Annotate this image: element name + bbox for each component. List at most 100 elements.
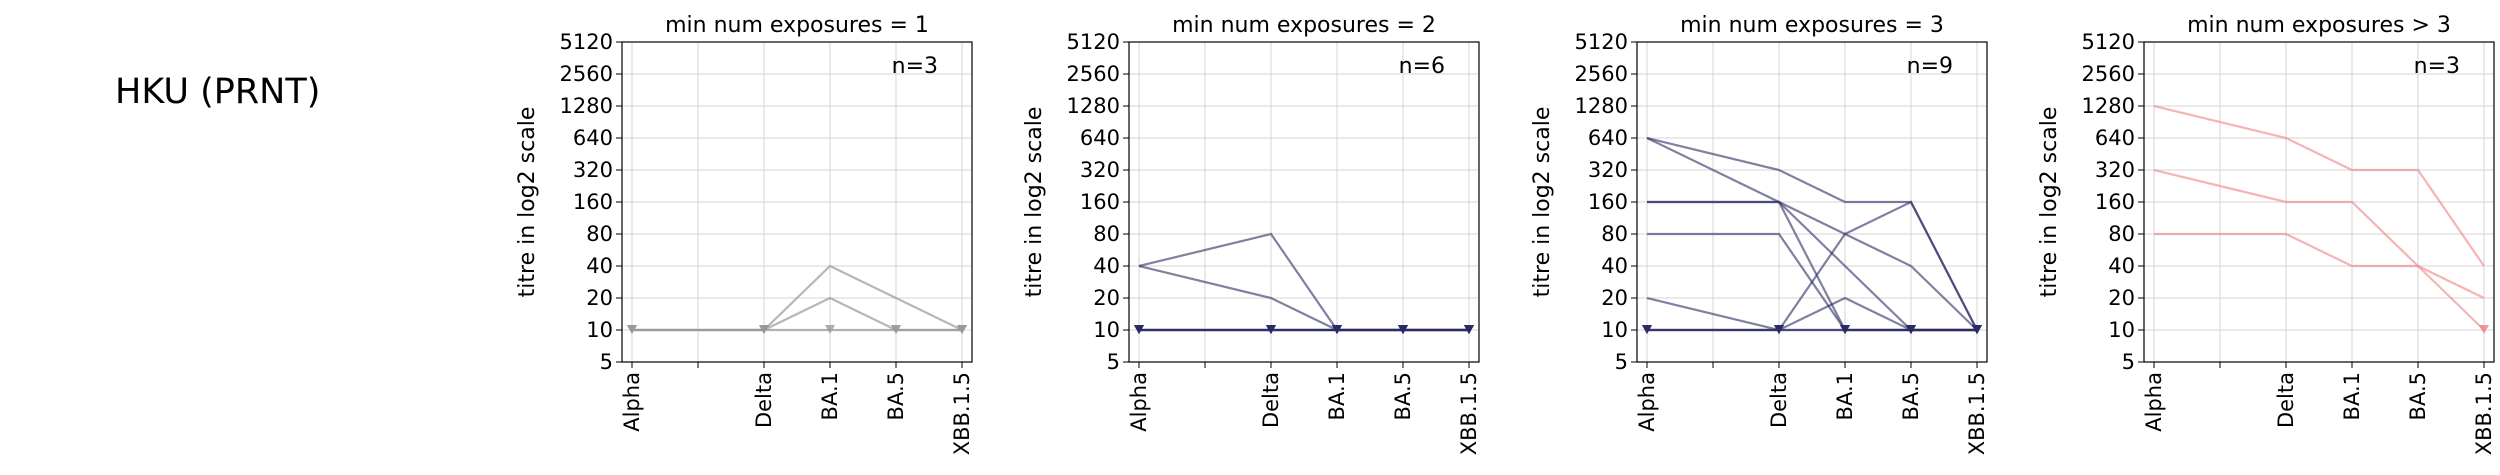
y-tick-label: 40 bbox=[1601, 254, 1628, 278]
data-point-marker bbox=[627, 325, 637, 334]
y-tick-label: 80 bbox=[1601, 222, 1628, 246]
sample-size-label: n=9 bbox=[1907, 54, 1953, 79]
y-tick-label: 2560 bbox=[560, 62, 613, 86]
y-tick-label: 40 bbox=[2108, 254, 2135, 278]
data-point-marker bbox=[1134, 325, 1144, 334]
data-point-marker bbox=[891, 325, 901, 334]
series-line-3 bbox=[2154, 232, 2485, 299]
x-tick-label: XBB.1.5 bbox=[950, 372, 974, 455]
x-tick-label: XBB.1.5 bbox=[1965, 372, 1989, 455]
x-tick-label: BA.1 bbox=[1833, 372, 1857, 420]
y-tick-label: 320 bbox=[1588, 158, 1628, 182]
y-tick-label: 2560 bbox=[1575, 62, 1628, 86]
chart-title: min num exposures = 2 bbox=[1172, 13, 1436, 38]
data-point-marker bbox=[1774, 325, 1784, 334]
y-tick-label: 10 bbox=[1093, 318, 1120, 342]
x-tick-label: Delta bbox=[1259, 372, 1283, 428]
y-tick-label: 80 bbox=[586, 222, 613, 246]
y-tick-label: 5120 bbox=[1067, 30, 1120, 54]
y-tick-label: 320 bbox=[573, 158, 613, 182]
y-tick-label: 640 bbox=[573, 126, 613, 150]
data-point-marker bbox=[825, 325, 835, 334]
series-line-1 bbox=[1138, 232, 1469, 332]
y-axis-label: titre in log2 scale bbox=[515, 107, 540, 298]
x-tick-label: Delta bbox=[2274, 372, 2298, 428]
series-line-1 bbox=[2153, 104, 2485, 267]
x-tick-label: Alpha bbox=[1127, 372, 1151, 432]
sample-size-label: n=3 bbox=[2414, 54, 2460, 79]
sample-size-label: n=6 bbox=[1399, 54, 1445, 79]
y-tick-label: 20 bbox=[2108, 286, 2135, 310]
data-point-marker bbox=[1972, 325, 1982, 334]
y-tick-label: 640 bbox=[2095, 126, 2135, 150]
data-point-marker bbox=[1266, 325, 1276, 334]
y-tick-label: 5 bbox=[600, 350, 613, 374]
data-point-marker bbox=[1464, 325, 1474, 334]
y-tick-label: 1280 bbox=[1575, 94, 1628, 118]
y-tick-label: 10 bbox=[2108, 318, 2135, 342]
chart-panel-4: 5 10 20 40 80 160 320 640 1280 2560 5120 Alpha Delta… bbox=[2037, 13, 2496, 455]
data-point-marker bbox=[1642, 325, 1652, 334]
y-tick-label: 10 bbox=[1601, 318, 1628, 342]
series-line-7 bbox=[1647, 232, 1978, 332]
data-point-marker bbox=[1332, 325, 1342, 334]
y-tick-label: 5120 bbox=[560, 30, 613, 54]
x-tick-label: XBB.1.5 bbox=[2472, 372, 2496, 455]
y-tick-label: 2560 bbox=[1067, 62, 1120, 86]
x-tick-label: Alpha bbox=[620, 372, 644, 432]
y-tick-label: 20 bbox=[1601, 286, 1628, 310]
y-tick-label: 80 bbox=[2108, 222, 2135, 246]
x-tick-label: BA.1 bbox=[818, 372, 842, 420]
y-tick-label: 640 bbox=[1588, 126, 1628, 150]
data-point-marker bbox=[2479, 325, 2489, 334]
x-tick-label: XBB.1.5 bbox=[1457, 372, 1481, 455]
x-tick-label: Delta bbox=[1767, 372, 1791, 428]
x-tick-label: BA.5 bbox=[1899, 372, 1923, 420]
y-tick-label: 80 bbox=[1093, 222, 1120, 246]
y-tick-label: 2560 bbox=[2082, 62, 2135, 86]
chart-panel-3: 5 10 20 40 80 160 320 640 1280 2560 5120 Alpha Delta… bbox=[1530, 13, 1989, 455]
y-tick-label: 1280 bbox=[2082, 94, 2135, 118]
y-tick-label: 1280 bbox=[560, 94, 613, 118]
y-tick-label: 20 bbox=[586, 286, 613, 310]
y-tick-label: 160 bbox=[2095, 190, 2135, 214]
y-tick-label: 5 bbox=[1615, 350, 1628, 374]
y-tick-label: 5120 bbox=[2082, 30, 2135, 54]
y-tick-label: 40 bbox=[586, 254, 613, 278]
sample-size-label: n=3 bbox=[892, 54, 938, 79]
y-tick-label: 160 bbox=[1080, 190, 1120, 214]
series-line-6 bbox=[1646, 296, 1977, 332]
y-axis-label: titre in log2 scale bbox=[1022, 107, 1047, 298]
y-tick-label: 320 bbox=[1080, 158, 1120, 182]
y-tick-label: 5120 bbox=[1575, 30, 1628, 54]
y-tick-label: 160 bbox=[573, 190, 613, 214]
page-title: HKU (PRNT) bbox=[115, 72, 321, 112]
x-tick-label: Alpha bbox=[1635, 372, 1659, 432]
x-tick-label: BA.1 bbox=[1325, 372, 1349, 420]
chart-title: min num exposures > 3 bbox=[2187, 13, 2451, 38]
y-tick-label: 1280 bbox=[1067, 94, 1120, 118]
y-axis-label: titre in log2 scale bbox=[1530, 107, 1555, 298]
x-tick-label: BA.5 bbox=[884, 372, 908, 420]
chart-panel-1: 5 10 20 40 80 160 320 640 1280 2560 5120 Alpha Delta… bbox=[515, 13, 974, 455]
data-point-marker bbox=[1398, 325, 1408, 334]
y-tick-label: 5 bbox=[2122, 350, 2135, 374]
series-line-2 bbox=[632, 296, 962, 332]
y-tick-label: 160 bbox=[1588, 190, 1628, 214]
chart-panel-2: 5 10 20 40 80 160 320 640 1280 2560 5120 Alpha Delta… bbox=[1022, 13, 1481, 455]
y-tick-label: 20 bbox=[1093, 286, 1120, 310]
y-tick-label: 5 bbox=[1107, 350, 1120, 374]
series-line-2 bbox=[2153, 168, 2485, 331]
data-point-marker bbox=[957, 325, 967, 334]
x-tick-label: BA.1 bbox=[2340, 372, 2364, 420]
chart-title: min num exposures = 1 bbox=[665, 13, 929, 38]
y-tick-label: 320 bbox=[2095, 158, 2135, 182]
y-axis-label: titre in log2 scale bbox=[2037, 107, 2062, 298]
x-tick-label: Alpha bbox=[2142, 372, 2166, 432]
y-tick-label: 40 bbox=[1093, 254, 1120, 278]
data-point-marker bbox=[1840, 325, 1850, 334]
chart-title: min num exposures = 3 bbox=[1680, 13, 1944, 38]
y-tick-label: 10 bbox=[586, 318, 613, 342]
data-point-marker bbox=[1906, 325, 1916, 334]
